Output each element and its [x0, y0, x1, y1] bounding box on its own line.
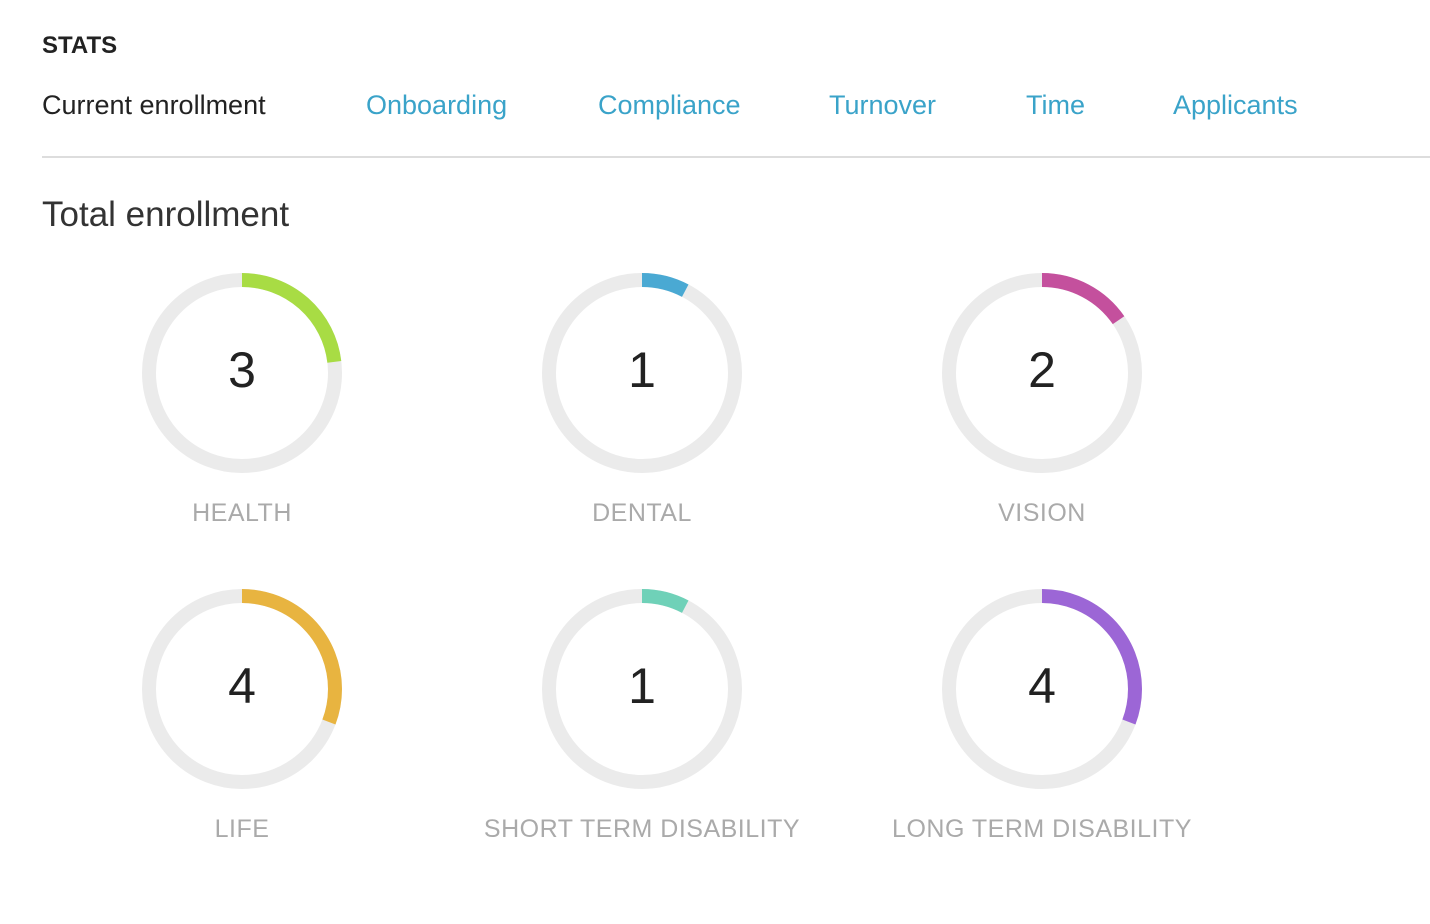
total-enrollment-heading: Total enrollment — [42, 195, 290, 234]
gauge-short-term-disability: 1 SHORT TERM DISABILITY — [442, 589, 842, 844]
section-title: STATS — [42, 32, 118, 59]
gauge-label: VISION — [998, 499, 1086, 527]
gauge-health: 3 HEALTH — [42, 273, 442, 528]
ring-progress-arc — [542, 589, 742, 789]
tab-turnover[interactable]: Turnover — [829, 90, 937, 120]
ring-chart — [542, 589, 742, 789]
gauge-value: 2 — [1028, 342, 1056, 398]
gauge-value: 1 — [628, 658, 656, 714]
gauge-dental: 1 DENTAL — [442, 273, 842, 528]
gauge-label: SHORT TERM DISABILITY — [483, 815, 801, 843]
stats-tabs: Current enrollment Onboarding Compliance… — [42, 90, 1430, 158]
tab-current-enrollment[interactable]: Current enrollment — [42, 90, 266, 120]
tab-onboarding[interactable]: Onboarding — [366, 90, 508, 120]
tab-compliance[interactable]: Compliance — [598, 90, 741, 120]
gauge-label: LIFE — [214, 815, 270, 843]
ring-chart — [942, 589, 1142, 789]
ring-chart — [542, 273, 742, 473]
gauge-label: HEALTH — [192, 499, 292, 527]
ring-progress-arc — [142, 589, 342, 789]
gauge-value: 4 — [1028, 658, 1056, 714]
gauge-value: 4 — [228, 658, 256, 714]
gauge-value: 3 — [228, 342, 256, 398]
tab-time[interactable]: Time — [1026, 90, 1085, 120]
ring-chart — [942, 273, 1142, 473]
ring-progress-arc — [942, 589, 1142, 789]
tab-applicants[interactable]: Applicants — [1173, 90, 1298, 120]
ring-progress-arc — [542, 273, 742, 473]
gauge-long-term-disability: 4 LONG TERM DISABILITY — [842, 589, 1242, 844]
gauge-label: DENTAL — [592, 499, 692, 527]
gauge-value: 1 — [628, 342, 656, 398]
ring-progress-arc — [142, 273, 342, 473]
ring-chart — [142, 273, 342, 473]
ring-chart — [142, 589, 342, 789]
gauge-life: 4 LIFE — [42, 589, 442, 844]
ring-progress-arc — [942, 273, 1142, 473]
gauge-vision: 2 VISION — [842, 273, 1242, 528]
gauge-label: LONG TERM DISABILITY — [892, 815, 1192, 843]
